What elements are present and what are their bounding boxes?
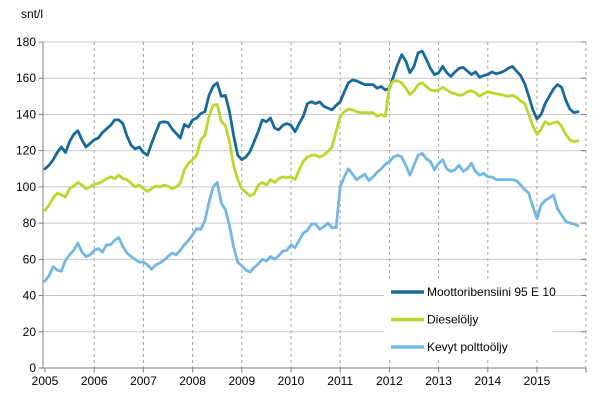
x-axis-tick-label: 2013 [425,374,452,388]
x-axis-tick-label: 2005 [32,374,59,388]
x-axis-tick-label: 2014 [474,374,501,388]
x-axis-tick-label: 2015 [524,374,551,388]
x-axis-tick-label: 2006 [81,374,108,388]
y-axis-tick-label: 100 [16,180,36,194]
series-line-2 [43,151,580,283]
y-axis-tick-label: 160 [16,71,36,85]
y-axis-tick-label: 180 [16,35,36,49]
y-axis-tick-label: 20 [23,325,37,339]
x-axis-tick-label: 2008 [179,374,206,388]
x-axis-tick-label: 2010 [278,374,305,388]
y-axis-tick-label: 40 [23,289,37,303]
x-axis-tick-label: 2011 [327,374,353,388]
legend-label-2: Kevyt polttoöljy [427,340,508,354]
x-axis-tick-label: 2007 [130,374,157,388]
y-axis-tick-label: 0 [29,361,36,375]
y-axis-tick-label: 140 [16,107,36,121]
y-axis-unit-label: snt/l [21,7,43,21]
legend-label-1: Dieselöljy [427,313,478,327]
series-line-0 [43,49,580,171]
legend-label-0: Moottoribensiini 95 E 10 [427,285,556,299]
y-axis-tick-label: 60 [23,252,37,266]
x-axis-tick-label: 2009 [228,374,255,388]
plot-area: 0 20 40 60 80 100 120 140 160 180 2005 2006 2007 2008… [16,35,587,388]
y-axis-tick-label: 120 [16,144,36,158]
y-axis-tick-label: 80 [23,216,37,230]
x-axis-tick-label: 2012 [376,374,403,388]
series-line-1 [43,79,580,212]
